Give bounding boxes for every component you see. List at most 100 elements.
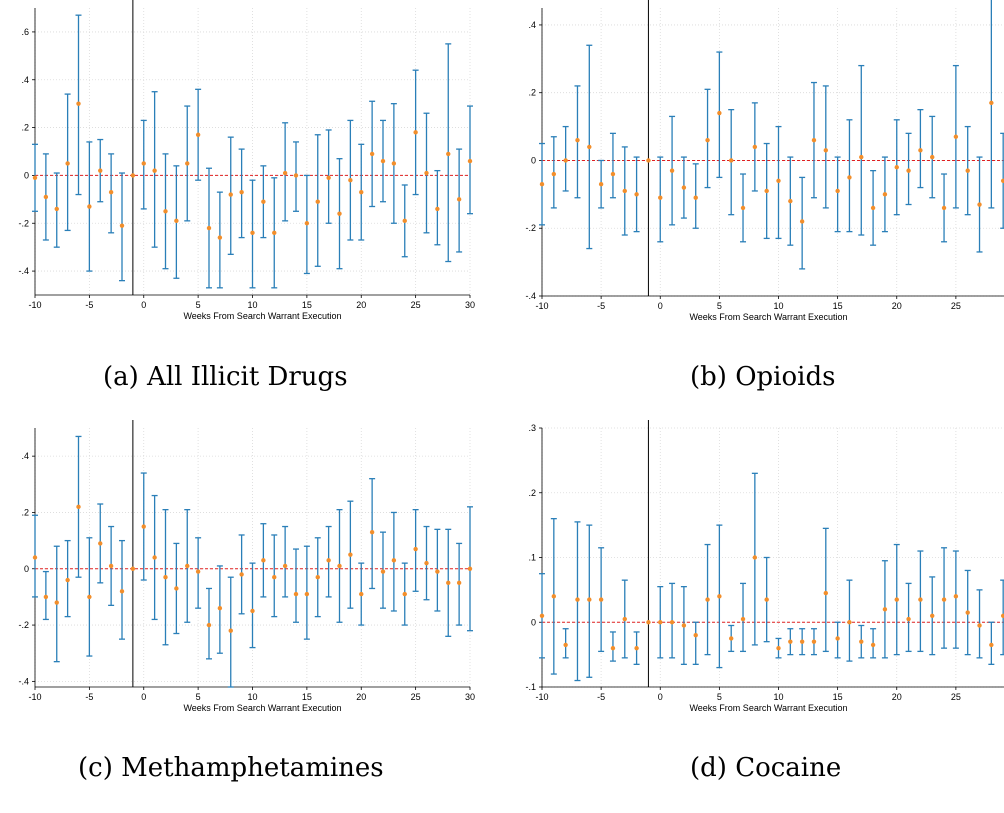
point-estimate bbox=[108, 563, 114, 569]
x-axis-title: Weeks From Search Warrant Execution bbox=[689, 312, 847, 322]
x-tick-label: 5 bbox=[196, 300, 201, 310]
y-tick-label: 0 bbox=[531, 617, 536, 627]
point-estimate bbox=[764, 188, 769, 194]
point-estimate bbox=[551, 171, 557, 177]
y-tick-label: .4 bbox=[528, 20, 536, 30]
point-estimate bbox=[1000, 178, 1004, 183]
caption-methamphetamines: (c) Methamphetamines bbox=[78, 753, 384, 783]
y-tick-label: .4 bbox=[21, 451, 29, 461]
x-tick-label: -5 bbox=[597, 301, 605, 311]
point-estimate bbox=[882, 607, 888, 612]
x-tick-label: -10 bbox=[28, 692, 41, 702]
y-tick-label: .3 bbox=[528, 423, 536, 433]
point-estimate bbox=[669, 168, 675, 173]
point-estimate bbox=[32, 175, 38, 181]
point-estimate bbox=[228, 628, 233, 633]
point-estimate bbox=[575, 597, 580, 602]
x-tick-label: 0 bbox=[141, 300, 146, 310]
point-estimate bbox=[239, 189, 244, 195]
point-estimate bbox=[152, 555, 157, 560]
x-tick-label: -5 bbox=[85, 300, 93, 310]
point-estimate bbox=[435, 569, 440, 574]
point-estimate bbox=[108, 189, 114, 195]
point-estimate bbox=[563, 158, 568, 163]
point-estimate bbox=[989, 100, 994, 106]
point-estimate bbox=[989, 642, 994, 648]
point-estimate bbox=[402, 218, 407, 224]
point-estimate bbox=[293, 591, 299, 597]
point-estimate bbox=[740, 616, 746, 622]
point-estimate bbox=[206, 622, 212, 628]
point-estimate bbox=[402, 591, 407, 597]
y-tick-label: .2 bbox=[21, 123, 29, 133]
point-estimate bbox=[54, 206, 59, 212]
point-estimate bbox=[658, 620, 663, 625]
point-estimate bbox=[977, 202, 982, 207]
point-estimate bbox=[250, 230, 255, 236]
point-estimate bbox=[467, 566, 473, 571]
y-tick-label: -.2 bbox=[18, 218, 29, 228]
point-estimate bbox=[239, 572, 244, 577]
point-estimate bbox=[282, 563, 288, 569]
point-estimate bbox=[413, 546, 418, 552]
x-axis-title: Weeks From Search Warrant Execution bbox=[183, 311, 341, 321]
point-estimate bbox=[174, 586, 179, 591]
point-estimate bbox=[587, 597, 592, 602]
y-tick-label: -.4 bbox=[18, 676, 29, 686]
point-estimate bbox=[598, 181, 604, 187]
point-estimate bbox=[424, 170, 429, 176]
point-estimate bbox=[369, 151, 375, 157]
x-axis-title: Weeks From Search Warrant Execution bbox=[183, 703, 341, 713]
point-estimate bbox=[359, 591, 364, 597]
y-tick-label: .1 bbox=[528, 553, 536, 563]
caption-opioids: (b) Opioids bbox=[690, 362, 836, 392]
point-estimate bbox=[634, 645, 639, 651]
point-estimate bbox=[217, 235, 223, 240]
x-tick-label: 0 bbox=[658, 301, 663, 311]
x-tick-label: -5 bbox=[85, 692, 93, 702]
point-estimate bbox=[681, 623, 687, 628]
point-estimate bbox=[941, 205, 947, 211]
point-estimate bbox=[76, 504, 81, 510]
point-estimate bbox=[65, 161, 70, 166]
x-tick-label: 5 bbox=[196, 692, 201, 702]
point-estimate bbox=[799, 639, 805, 644]
point-estimate bbox=[304, 591, 310, 597]
x-tick-label: 30 bbox=[465, 692, 475, 702]
x-tick-label: 0 bbox=[141, 692, 146, 702]
point-estimate bbox=[250, 608, 255, 614]
point-estimate bbox=[391, 558, 397, 563]
point-estimate bbox=[752, 555, 758, 560]
y-tick-label: .2 bbox=[21, 507, 29, 517]
point-estimate bbox=[65, 577, 70, 583]
point-estimate bbox=[918, 597, 923, 602]
y-tick-label: .2 bbox=[528, 88, 536, 98]
point-estimate bbox=[587, 144, 592, 150]
point-estimate bbox=[859, 639, 864, 644]
point-estimate bbox=[272, 575, 277, 580]
point-estimate bbox=[174, 218, 179, 224]
chart-methamphetamines: -.4 -.2 0 .2 .4 -10 -5 0 5 10 15 20 25 30 Weeks From S… bbox=[18, 420, 475, 713]
point-estimate bbox=[152, 168, 157, 173]
point-estimate bbox=[456, 580, 462, 586]
point-estimate bbox=[348, 178, 353, 183]
point-estimate bbox=[776, 645, 781, 651]
point-estimate bbox=[348, 552, 353, 557]
y-tick-label: -.4 bbox=[18, 266, 29, 276]
point-estimate bbox=[391, 161, 397, 166]
point-estimate bbox=[446, 580, 451, 586]
y-tick-label: -.2 bbox=[525, 223, 536, 233]
point-estimate bbox=[1000, 613, 1004, 618]
point-estimate bbox=[717, 110, 722, 116]
x-tick-label: -5 bbox=[597, 692, 605, 702]
point-estimate bbox=[693, 633, 698, 638]
point-estimate bbox=[326, 175, 331, 181]
x-tick-label: 25 bbox=[411, 692, 421, 702]
point-estimate bbox=[337, 211, 342, 216]
point-estimate bbox=[681, 185, 687, 190]
x-tick-label: 15 bbox=[833, 692, 843, 702]
x-tick-label: 0 bbox=[658, 692, 663, 702]
